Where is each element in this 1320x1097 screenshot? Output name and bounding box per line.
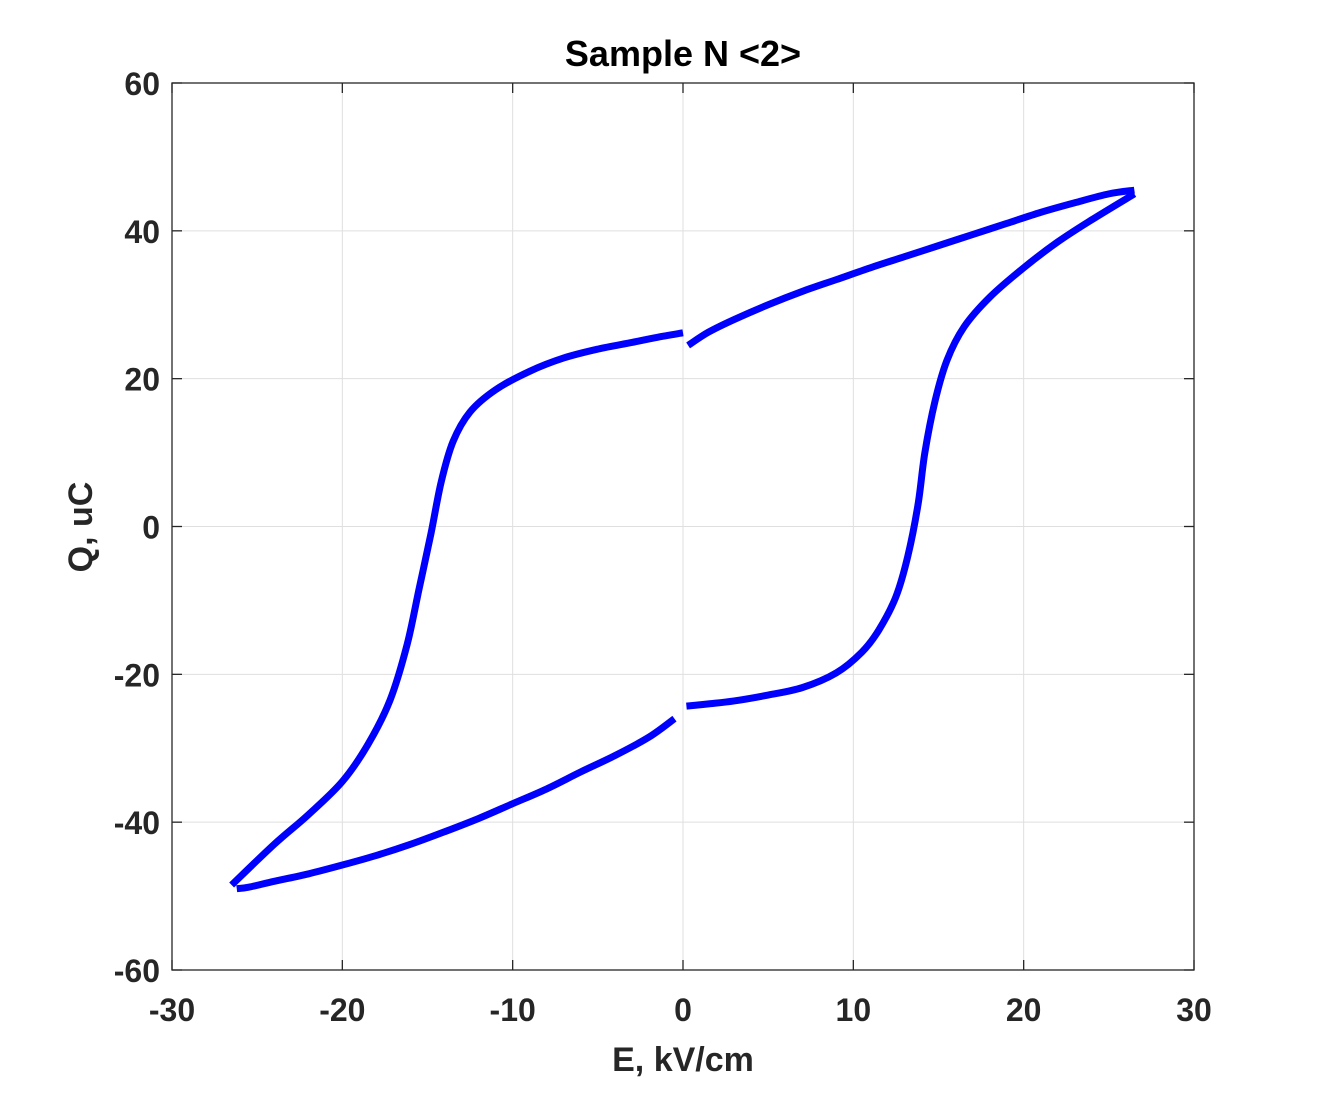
y-tick-label: -60 <box>114 953 160 989</box>
axis-ticks <box>171 82 1195 971</box>
chart-title: Sample N <2> <box>565 33 801 74</box>
x-tick-label: 0 <box>674 992 692 1028</box>
x-tick-label: 20 <box>1006 992 1042 1028</box>
curve-ascending-branch <box>229 329 684 888</box>
x-tick-label: -30 <box>149 992 195 1028</box>
y-tick-label: 40 <box>124 214 160 250</box>
x-tick-label: -10 <box>490 992 536 1028</box>
x-tick-label: -20 <box>319 992 365 1028</box>
grid-lines <box>172 83 1194 970</box>
y-tick-label: 60 <box>124 66 160 102</box>
y-tick-label: 0 <box>142 510 160 546</box>
curve-upper-branch-positive <box>686 186 1135 349</box>
data-curves <box>229 186 1137 893</box>
x-axis-label: E, kV/cm <box>612 1041 754 1079</box>
x-tick-labels: -30 -20 -10 0 10 20 30 <box>149 992 1212 1028</box>
y-tick-label: -40 <box>114 805 160 841</box>
curve-descending-branch <box>686 190 1137 710</box>
y-tick-label: -20 <box>114 657 160 693</box>
y-tick-label: 20 <box>124 362 160 398</box>
x-tick-label: 10 <box>836 992 872 1028</box>
y-axis-label: Q, uC <box>62 482 100 573</box>
x-tick-label: 30 <box>1176 992 1212 1028</box>
y-tick-labels: -60 -40 -20 0 20 40 60 <box>114 66 160 989</box>
curve-lower-branch-negative <box>236 715 677 893</box>
